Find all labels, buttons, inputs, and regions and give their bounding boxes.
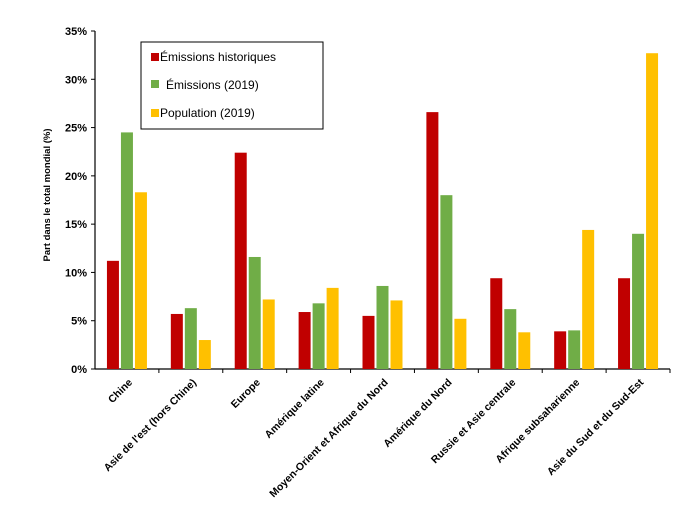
y-tick-label: 0% bbox=[71, 364, 87, 376]
legend-swatch-population-2019 bbox=[151, 109, 159, 117]
x-category-label: Moyen-Orient et Afrique du Nord bbox=[267, 377, 390, 500]
y-tick-label: 10% bbox=[65, 267, 87, 279]
bar-emissions-2019 bbox=[120, 132, 133, 369]
legend: Émissions historiques Émissions (2019) P… bbox=[140, 41, 324, 130]
y-tick-label: 15% bbox=[65, 219, 87, 231]
bar-population-2019 bbox=[326, 287, 339, 369]
bar-population-2019 bbox=[582, 229, 595, 369]
bars bbox=[106, 53, 659, 370]
bar-emissions-2019 bbox=[248, 256, 261, 369]
y-ticks: 0% 5% 10% 15% 20% 25% 30% 35% bbox=[65, 26, 95, 376]
bar-historical bbox=[106, 260, 119, 369]
bar-historical bbox=[618, 278, 631, 369]
bar-population-2019 bbox=[518, 332, 531, 369]
bar-emissions-2019 bbox=[376, 285, 389, 369]
bar-population-2019 bbox=[454, 318, 467, 369]
y-axis-label: Part dans le total mondial (%) bbox=[42, 128, 53, 261]
y-tick-label: 30% bbox=[65, 74, 87, 86]
bar-emissions-2019 bbox=[504, 309, 517, 369]
bar-population-2019 bbox=[262, 299, 275, 369]
bar-historical bbox=[170, 313, 183, 369]
legend-swatch-emissions-2019 bbox=[151, 80, 159, 88]
x-category-label: Chine bbox=[106, 377, 135, 406]
bar-historical bbox=[554, 331, 567, 369]
bar-emissions-2019 bbox=[440, 195, 453, 369]
legend-swatch-historical bbox=[151, 53, 159, 61]
bar-population-2019 bbox=[390, 300, 403, 369]
bar-emissions-2019 bbox=[312, 303, 325, 369]
legend-label-emissions-2019: Émissions (2019) bbox=[166, 77, 259, 92]
bar-emissions-2019 bbox=[184, 308, 197, 369]
legend-label-population-2019: Population (2019) bbox=[160, 106, 255, 120]
y-tick-label: 35% bbox=[65, 26, 87, 38]
bar-historical bbox=[234, 152, 247, 369]
bar-historical bbox=[490, 278, 503, 369]
y-tick-label: 25% bbox=[65, 123, 87, 135]
y-tick-label: 5% bbox=[71, 316, 87, 328]
bar-historical bbox=[298, 312, 311, 369]
bar-historical bbox=[426, 112, 439, 370]
bar-population-2019 bbox=[134, 192, 147, 369]
y-axis-label-group: Part dans le total mondial (%) bbox=[42, 128, 53, 261]
bar-population-2019 bbox=[198, 340, 211, 369]
x-category-label: Europe bbox=[229, 377, 263, 411]
legend-box bbox=[140, 41, 324, 130]
bar-population-2019 bbox=[646, 53, 659, 370]
bar-emissions-2019 bbox=[568, 330, 581, 369]
bar-emissions-2019 bbox=[632, 233, 645, 369]
legend-label-historical: Émissions historiques bbox=[160, 49, 276, 64]
bar-historical bbox=[362, 315, 375, 369]
x-category-label: Amérique du Nord bbox=[381, 377, 454, 450]
x-category-label: Amérique latine bbox=[263, 377, 327, 441]
y-tick-label: 20% bbox=[65, 171, 87, 183]
